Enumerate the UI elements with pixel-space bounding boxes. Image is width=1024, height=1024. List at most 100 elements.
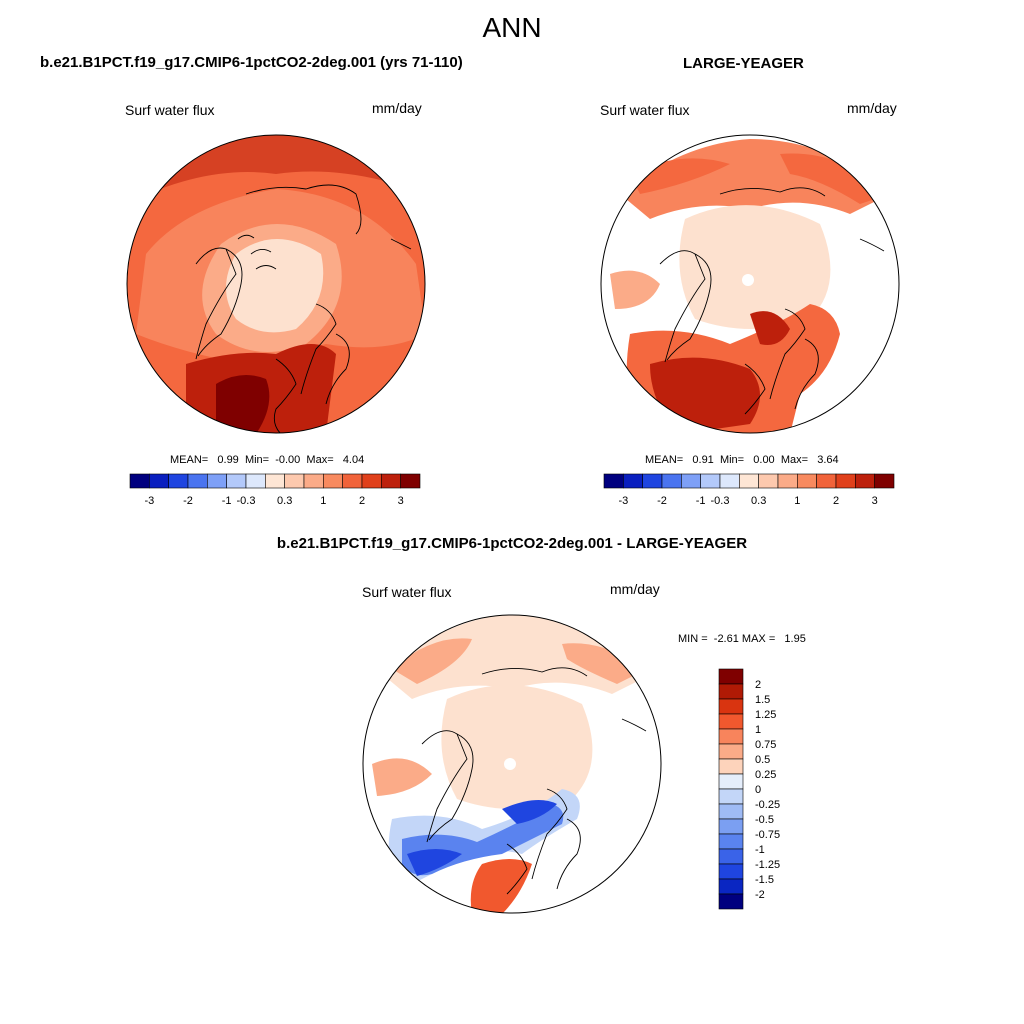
panel2-min-value: 0.00 (753, 454, 775, 466)
panel1-colorbar-swatch (303, 473, 324, 489)
panel3-colorbar: 2 1.5 1.25 1 0.75 0.5 0.25 0 -0.25 -0.5 -0.75 -1 -1.… (718, 668, 780, 910)
panel2-min-label: Min= (719, 454, 745, 466)
map2-coastlines (659, 187, 885, 415)
panel1-colorbar-tick-label: 0.3 (277, 495, 292, 507)
map3-pacific-pos (392, 638, 472, 684)
panel2-max-label: Max= (780, 454, 809, 466)
panel1-colorbar-tick-label: 1 (320, 495, 326, 507)
panel2-colorbar-tick-label: -1 (696, 495, 706, 507)
panel3-variable-label: Surf water flux (362, 584, 452, 600)
panel3-colorbar-swatch (718, 713, 744, 730)
panel2-mean-value: 0.91 (692, 454, 714, 466)
panel1-units-label: mm/day (372, 100, 422, 116)
panel2-polar-map (600, 134, 900, 434)
panel1-colorbar-swatch (187, 473, 208, 489)
panel3-min-label: MIN = (678, 633, 708, 645)
panel2-colorbar-swatch (855, 473, 875, 489)
panel1-colorbar-swatch (400, 473, 421, 489)
panel1-case-title: b.e21.B1PCT.f19_g17.CMIP6-1pctCO2-2deg.0… (40, 54, 463, 71)
panel3-colorbar-tick-label: 1.5 (755, 694, 770, 706)
panel2-colorbar-tick-label: 0.3 (751, 495, 766, 507)
panel2-colorbar-tick-label: 1 (794, 495, 800, 507)
panel1-colorbar-swatch (265, 473, 285, 489)
panel3-colorbar-tick-label: -1 (755, 844, 765, 856)
panel3-colorbar-swatch (718, 848, 744, 865)
panel2-colorbar-swatch (835, 473, 856, 489)
panel3-colorbar-swatch (718, 878, 744, 895)
panel3-max-label: MAX = (741, 633, 776, 645)
panel1-colorbar: -3 -2 -1 -0.3 0.3 1 2 3 (129, 473, 421, 507)
panel3-min-value: -2.61 (713, 633, 739, 645)
panel3-colorbar-tick-label: -1.25 (755, 859, 780, 871)
panel1-colorbar-swatch (207, 473, 227, 489)
panel1-colorbar-swatch (149, 473, 169, 489)
panel3-colorbar-tick-label: 1.25 (755, 709, 776, 721)
panel1-colorbar-tick-label: -3 (144, 495, 154, 507)
panel3-colorbar-swatch (718, 893, 744, 910)
panel2-colorbar-swatch (777, 473, 798, 489)
map2-pacific-high-east (780, 153, 890, 204)
panel3-colorbar-swatch (718, 773, 744, 790)
panel3-max-value: 1.95 (784, 633, 806, 645)
panel2-colorbar-tick-label: -3 (618, 495, 628, 507)
panel2-colorbar-tick-label: 3 (872, 495, 878, 507)
map2-barents (750, 311, 790, 345)
map3-baffin-pos (372, 758, 432, 796)
panel3-colorbar-swatch (718, 743, 744, 760)
panel3-colorbar-swatch (718, 728, 744, 745)
panel1-max-value: 4.04 (342, 454, 365, 466)
panel1-colorbar-swatch (168, 473, 189, 489)
panel3-colorbar-tick-label: 0.5 (755, 754, 770, 766)
panel1-colorbar-swatch (284, 473, 305, 489)
panel2-colorbar-swatch (816, 473, 837, 489)
panel3-colorbar-tick-label: 0.75 (755, 739, 776, 751)
panel1-colorbar-tick-label: -2 (183, 495, 193, 507)
panel3-colorbar-swatch (718, 818, 744, 835)
panel3-colorbar-swatch (718, 803, 744, 820)
map2-arctic-ice (679, 205, 831, 329)
panel3-colorbar-tick-label: -1.5 (755, 874, 774, 886)
panel1-colorbar-tick-label: 3 (398, 495, 404, 507)
panel3-stats: MIN = -2.61 MAX = 1.95 (678, 633, 806, 645)
panel2-colorbar-swatch (642, 473, 663, 489)
panel2-colorbar-swatch (874, 473, 895, 489)
panel3-colorbar-swatch (718, 833, 744, 850)
map1-coastlines (195, 184, 412, 433)
panel2-variable-label: Surf water flux (600, 102, 690, 118)
panel3-colorbar-tick-label: 1 (755, 724, 761, 736)
panel3-colorbar-tick-label: -0.5 (755, 814, 774, 826)
map3-pacific (382, 615, 652, 699)
panel2-stats: MEAN= 0.91 Min= 0.00 Max= 3.64 (645, 454, 839, 466)
map3-pacific-pos-east (562, 643, 647, 684)
map3-coastlines (421, 667, 647, 895)
panel1-colorbar-swatch (323, 473, 343, 489)
panel1-variable-label: Surf water flux (125, 102, 215, 118)
panel2-colorbar-swatch (758, 473, 779, 489)
panel1-colorbar-swatch (245, 473, 266, 489)
panel2-colorbar-swatch (700, 473, 721, 489)
panel2-colorbar-tick-label: 2 (833, 495, 839, 507)
panel1-min-label: Min= (244, 454, 270, 466)
panel3-colorbar-swatch (718, 758, 744, 775)
map1-arctic-ice (226, 239, 324, 333)
panel1-colorbar-swatch (129, 473, 150, 489)
panel2-case-title: LARGE-YEAGER (683, 55, 804, 72)
panel3-colorbar-tick-label: 2 (755, 679, 761, 691)
panel3-polar-map (362, 614, 662, 914)
panel2-colorbar-swatch (623, 473, 643, 489)
panel3-colorbar-tick-label: -0.25 (755, 799, 780, 811)
panel3-case-title: b.e21.B1PCT.f19_g17.CMIP6-1pctCO2-2deg.0… (276, 535, 748, 552)
panel1-max-label: Max= (306, 454, 334, 466)
panel3-colorbar-tick-label: -0.75 (755, 829, 780, 841)
panel2-colorbar-swatch (681, 473, 701, 489)
map3-nordic-pos (470, 859, 532, 913)
panel1-polar-map (126, 134, 426, 434)
panel2-colorbar-swatch (739, 473, 759, 489)
panel1-colorbar-tick-label: -0.3 (237, 495, 256, 507)
panel2-units-label: mm/day (847, 100, 897, 116)
panel2-colorbar-tick-label: -2 (657, 495, 667, 507)
panel2-colorbar-swatch (661, 473, 682, 489)
panel1-colorbar-swatch (342, 473, 363, 489)
panel1-colorbar-swatch (226, 473, 247, 489)
panel1-colorbar-swatch (381, 473, 401, 489)
